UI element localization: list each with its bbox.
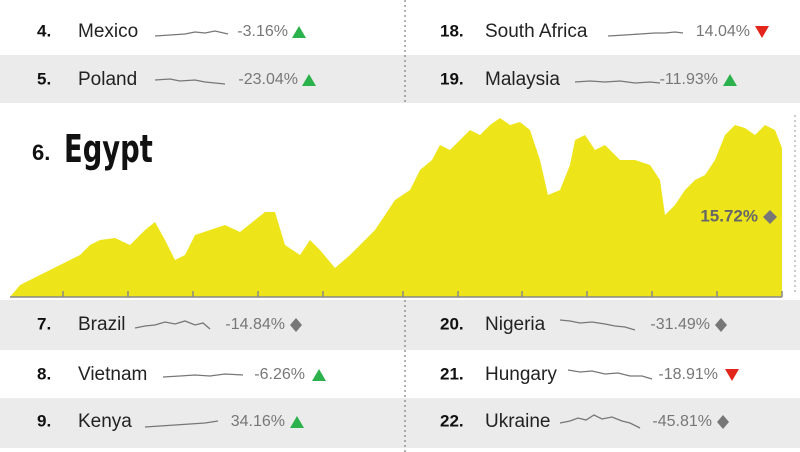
country: Hungary [485, 364, 557, 385]
country: South Africa [485, 21, 588, 42]
sparkline [154, 78, 226, 85]
rank: 22. [440, 411, 464, 430]
rank: 19. [440, 69, 464, 88]
change: -14.84% [225, 316, 285, 333]
rank: 5. [37, 69, 51, 88]
axis [10, 291, 783, 298]
up-icon [312, 369, 326, 381]
rank: 21. [440, 364, 464, 383]
rank: 4. [37, 21, 51, 40]
row-bg [0, 300, 800, 350]
rank: 18. [440, 21, 464, 40]
featured-change: 15.72% [700, 206, 758, 225]
sparkline [134, 320, 211, 330]
rank: 8. [37, 364, 51, 383]
sparkline [559, 319, 636, 331]
sparkline [567, 369, 653, 380]
sparkline [574, 80, 661, 84]
row: 7. Brazil -14.84% [37, 314, 302, 335]
sparkline [162, 373, 244, 378]
change: -18.91% [658, 366, 718, 383]
flat-icon [290, 318, 302, 332]
country: Nigeria [485, 314, 546, 335]
row: 19. Malaysia -11.93% [440, 69, 737, 90]
sparkline [559, 414, 641, 429]
up-icon [723, 74, 737, 86]
row: 22. Ukraine -45.81% [440, 411, 729, 432]
country: Poland [78, 69, 137, 90]
country: Ukraine [485, 411, 550, 432]
up-icon [302, 74, 316, 86]
row: 9. Kenya 34.16% [37, 411, 304, 432]
change: 34.16% [231, 413, 285, 430]
up-icon [292, 26, 306, 38]
rank: 9. [37, 411, 51, 430]
country: Mexico [78, 21, 138, 42]
sparkline [607, 31, 684, 37]
rank: 7. [37, 314, 51, 333]
change: -11.93% [660, 71, 718, 88]
country: Brazil [78, 314, 126, 335]
sparkline [154, 30, 229, 37]
down-icon [725, 369, 739, 381]
row: 21. Hungary -18.91% [440, 364, 739, 385]
country: Malaysia [485, 69, 560, 90]
rank: 20. [440, 314, 464, 333]
row: 4. Mexico -3.16% [37, 21, 306, 42]
flat-icon [763, 210, 777, 224]
country: Vietnam [78, 364, 147, 385]
row: 18. South Africa 14.04% [440, 21, 769, 42]
row: 8. Vietnam -6.26% [37, 364, 326, 385]
featured-country: Egypt [64, 126, 153, 171]
change: -6.26% [254, 366, 305, 383]
row: 20. Nigeria -31.49% [440, 314, 727, 335]
row-bg [0, 55, 800, 103]
row: 5. Poland -23.04% [37, 69, 316, 90]
change: -45.81% [652, 413, 712, 430]
flat-icon [717, 415, 729, 429]
area-chart [10, 118, 782, 297]
change: 14.04% [696, 23, 750, 40]
change: -23.04% [238, 71, 298, 88]
change: -31.49% [650, 316, 710, 333]
sparkline [144, 420, 219, 428]
up-icon [290, 416, 304, 428]
flat-icon [715, 318, 727, 332]
row-bg [0, 398, 800, 448]
down-icon [755, 26, 769, 38]
country: Kenya [78, 411, 132, 432]
featured-rank: 6. [32, 140, 50, 165]
change: -3.16% [237, 23, 288, 40]
